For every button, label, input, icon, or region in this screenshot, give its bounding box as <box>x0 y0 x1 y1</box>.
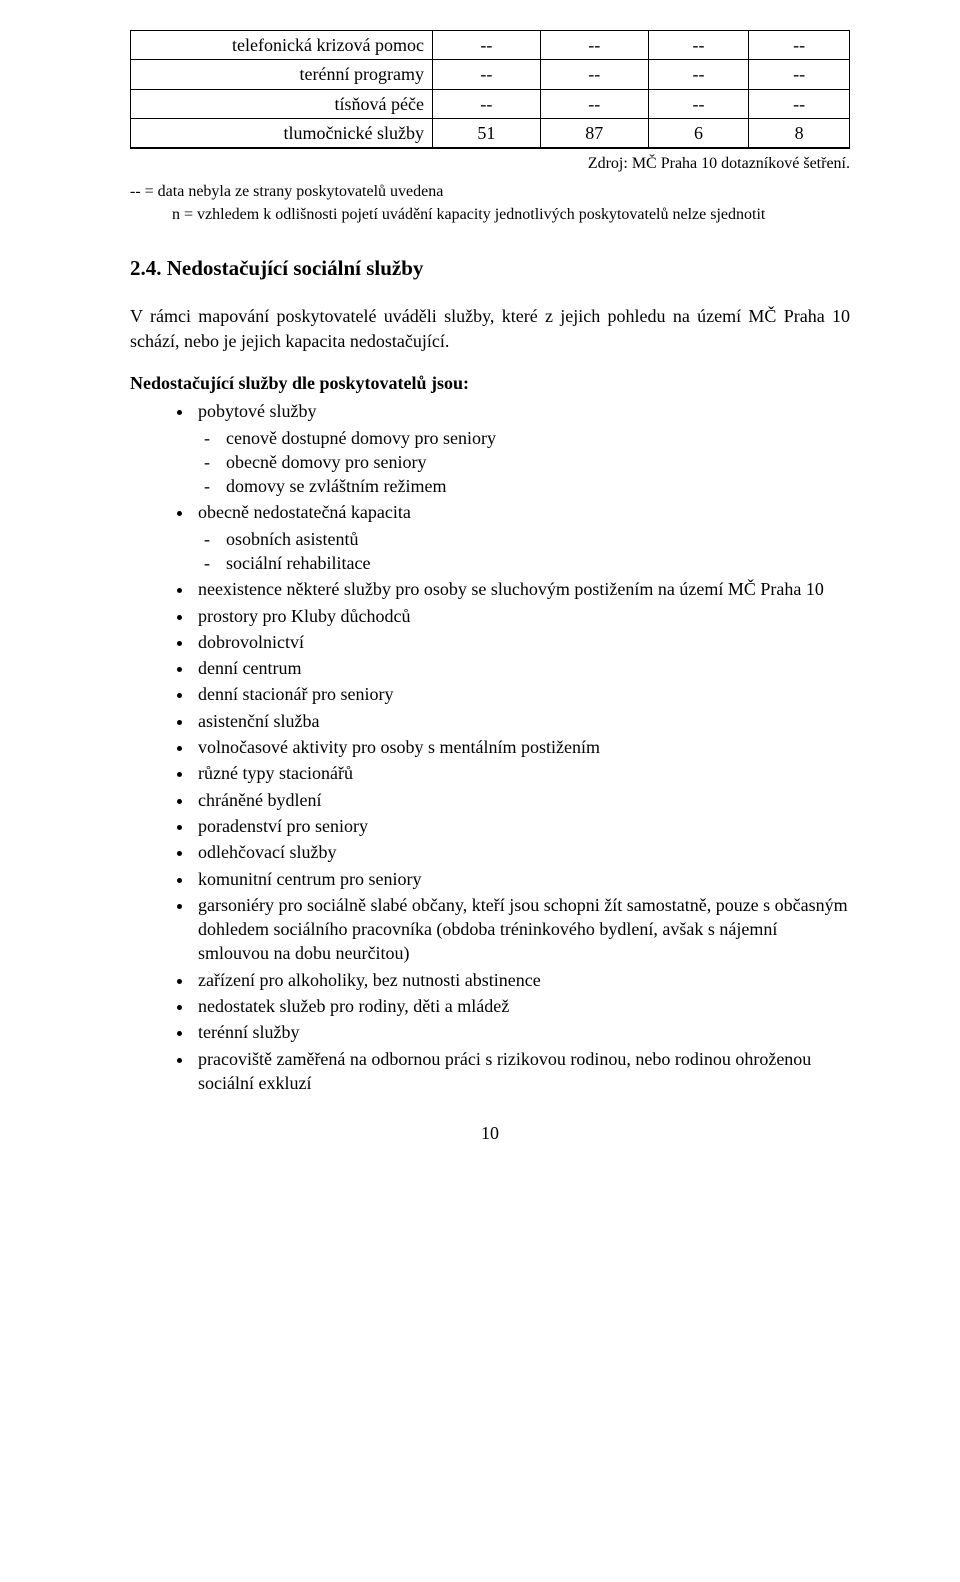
cell-value: -- <box>432 60 540 89</box>
cell-label: tísňová péče <box>131 89 433 118</box>
list-item: garsoniéry pro sociálně slabé občany, kt… <box>194 893 850 966</box>
cell-value: -- <box>540 89 648 118</box>
note-line: -- = data nebyla ze strany poskytovatelů… <box>130 181 850 203</box>
list-item: odlehčovací služby <box>194 840 850 864</box>
list-item: komunitní centrum pro seniory <box>194 867 850 891</box>
sublist-item: domovy se zvláštním režimem <box>226 474 850 498</box>
list-item: neexistence některé služby pro osoby se … <box>194 577 850 601</box>
table-row: tlumočnické služby 51 87 6 8 <box>131 118 850 148</box>
table-notes: -- = data nebyla ze strany poskytovatelů… <box>130 181 850 226</box>
list-item: poradenství pro seniory <box>194 814 850 838</box>
list-item-label: pobytové služby <box>198 401 317 421</box>
sublist-item: sociální rehabilitace <box>226 551 850 575</box>
cell-value: -- <box>648 31 749 60</box>
cell-value: -- <box>749 89 850 118</box>
cell-value: -- <box>432 89 540 118</box>
list-item: terénní služby <box>194 1020 850 1044</box>
cell-value: 6 <box>648 118 749 148</box>
table-source: Zdroj: MČ Praha 10 dotazníkové šetření. <box>130 153 850 175</box>
section-heading: 2.4. Nedostačující sociální služby <box>130 254 850 282</box>
cell-value: 8 <box>749 118 850 148</box>
services-table: telefonická krizová pomoc -- -- -- -- te… <box>130 30 850 149</box>
list-item: pracoviště zaměřená na odbornou práci s … <box>194 1047 850 1096</box>
cell-value: 87 <box>540 118 648 148</box>
cell-value: -- <box>540 60 648 89</box>
cell-value: -- <box>648 60 749 89</box>
cell-value: -- <box>749 31 850 60</box>
table-row: terénní programy -- -- -- -- <box>131 60 850 89</box>
cell-value: -- <box>432 31 540 60</box>
sublist: osobních asistentů sociální rehabilitace <box>198 527 850 576</box>
cell-value: -- <box>648 89 749 118</box>
cell-label: telefonická krizová pomoc <box>131 31 433 60</box>
sublist-item: cenově dostupné domovy pro seniory <box>226 426 850 450</box>
section-intro: V rámci mapování poskytovatelé uváděli s… <box>130 304 850 353</box>
list-item-label: obecně nedostatečná kapacita <box>198 502 411 522</box>
list-item: chráněné bydlení <box>194 788 850 812</box>
list-item: denní stacionář pro seniory <box>194 682 850 706</box>
list-item: asistenční služba <box>194 709 850 733</box>
sublist: cenově dostupné domovy pro seniory obecn… <box>198 426 850 499</box>
list-item: různé typy stacionářů <box>194 761 850 785</box>
cell-label: tlumočnické služby <box>131 118 433 148</box>
deficient-services-list: pobytové služby cenově dostupné domovy p… <box>130 399 850 1095</box>
note-line: n = vzhledem k odlišnosti pojetí uvádění… <box>130 204 850 226</box>
list-item: denní centrum <box>194 656 850 680</box>
list-item: dobrovolnictví <box>194 630 850 654</box>
list-lead: Nedostačující služby dle poskytovatelů j… <box>130 371 850 395</box>
sublist-item: osobních asistentů <box>226 527 850 551</box>
list-item: pobytové služby cenově dostupné domovy p… <box>194 399 850 498</box>
cell-value: -- <box>540 31 648 60</box>
list-item: obecně nedostatečná kapacita osobních as… <box>194 500 850 575</box>
cell-label: terénní programy <box>131 60 433 89</box>
list-item: volnočasové aktivity pro osoby s mentáln… <box>194 735 850 759</box>
page-number: 10 <box>130 1121 850 1145</box>
list-item: zařízení pro alkoholiky, bez nutnosti ab… <box>194 968 850 992</box>
table-row: telefonická krizová pomoc -- -- -- -- <box>131 31 850 60</box>
cell-value: -- <box>749 60 850 89</box>
document-page: telefonická krizová pomoc -- -- -- -- te… <box>0 0 960 1186</box>
list-item: nedostatek služeb pro rodiny, děti a mlá… <box>194 994 850 1018</box>
sublist-item: obecně domovy pro seniory <box>226 450 850 474</box>
list-item: prostory pro Kluby důchodců <box>194 604 850 628</box>
cell-value: 51 <box>432 118 540 148</box>
table-row: tísňová péče -- -- -- -- <box>131 89 850 118</box>
